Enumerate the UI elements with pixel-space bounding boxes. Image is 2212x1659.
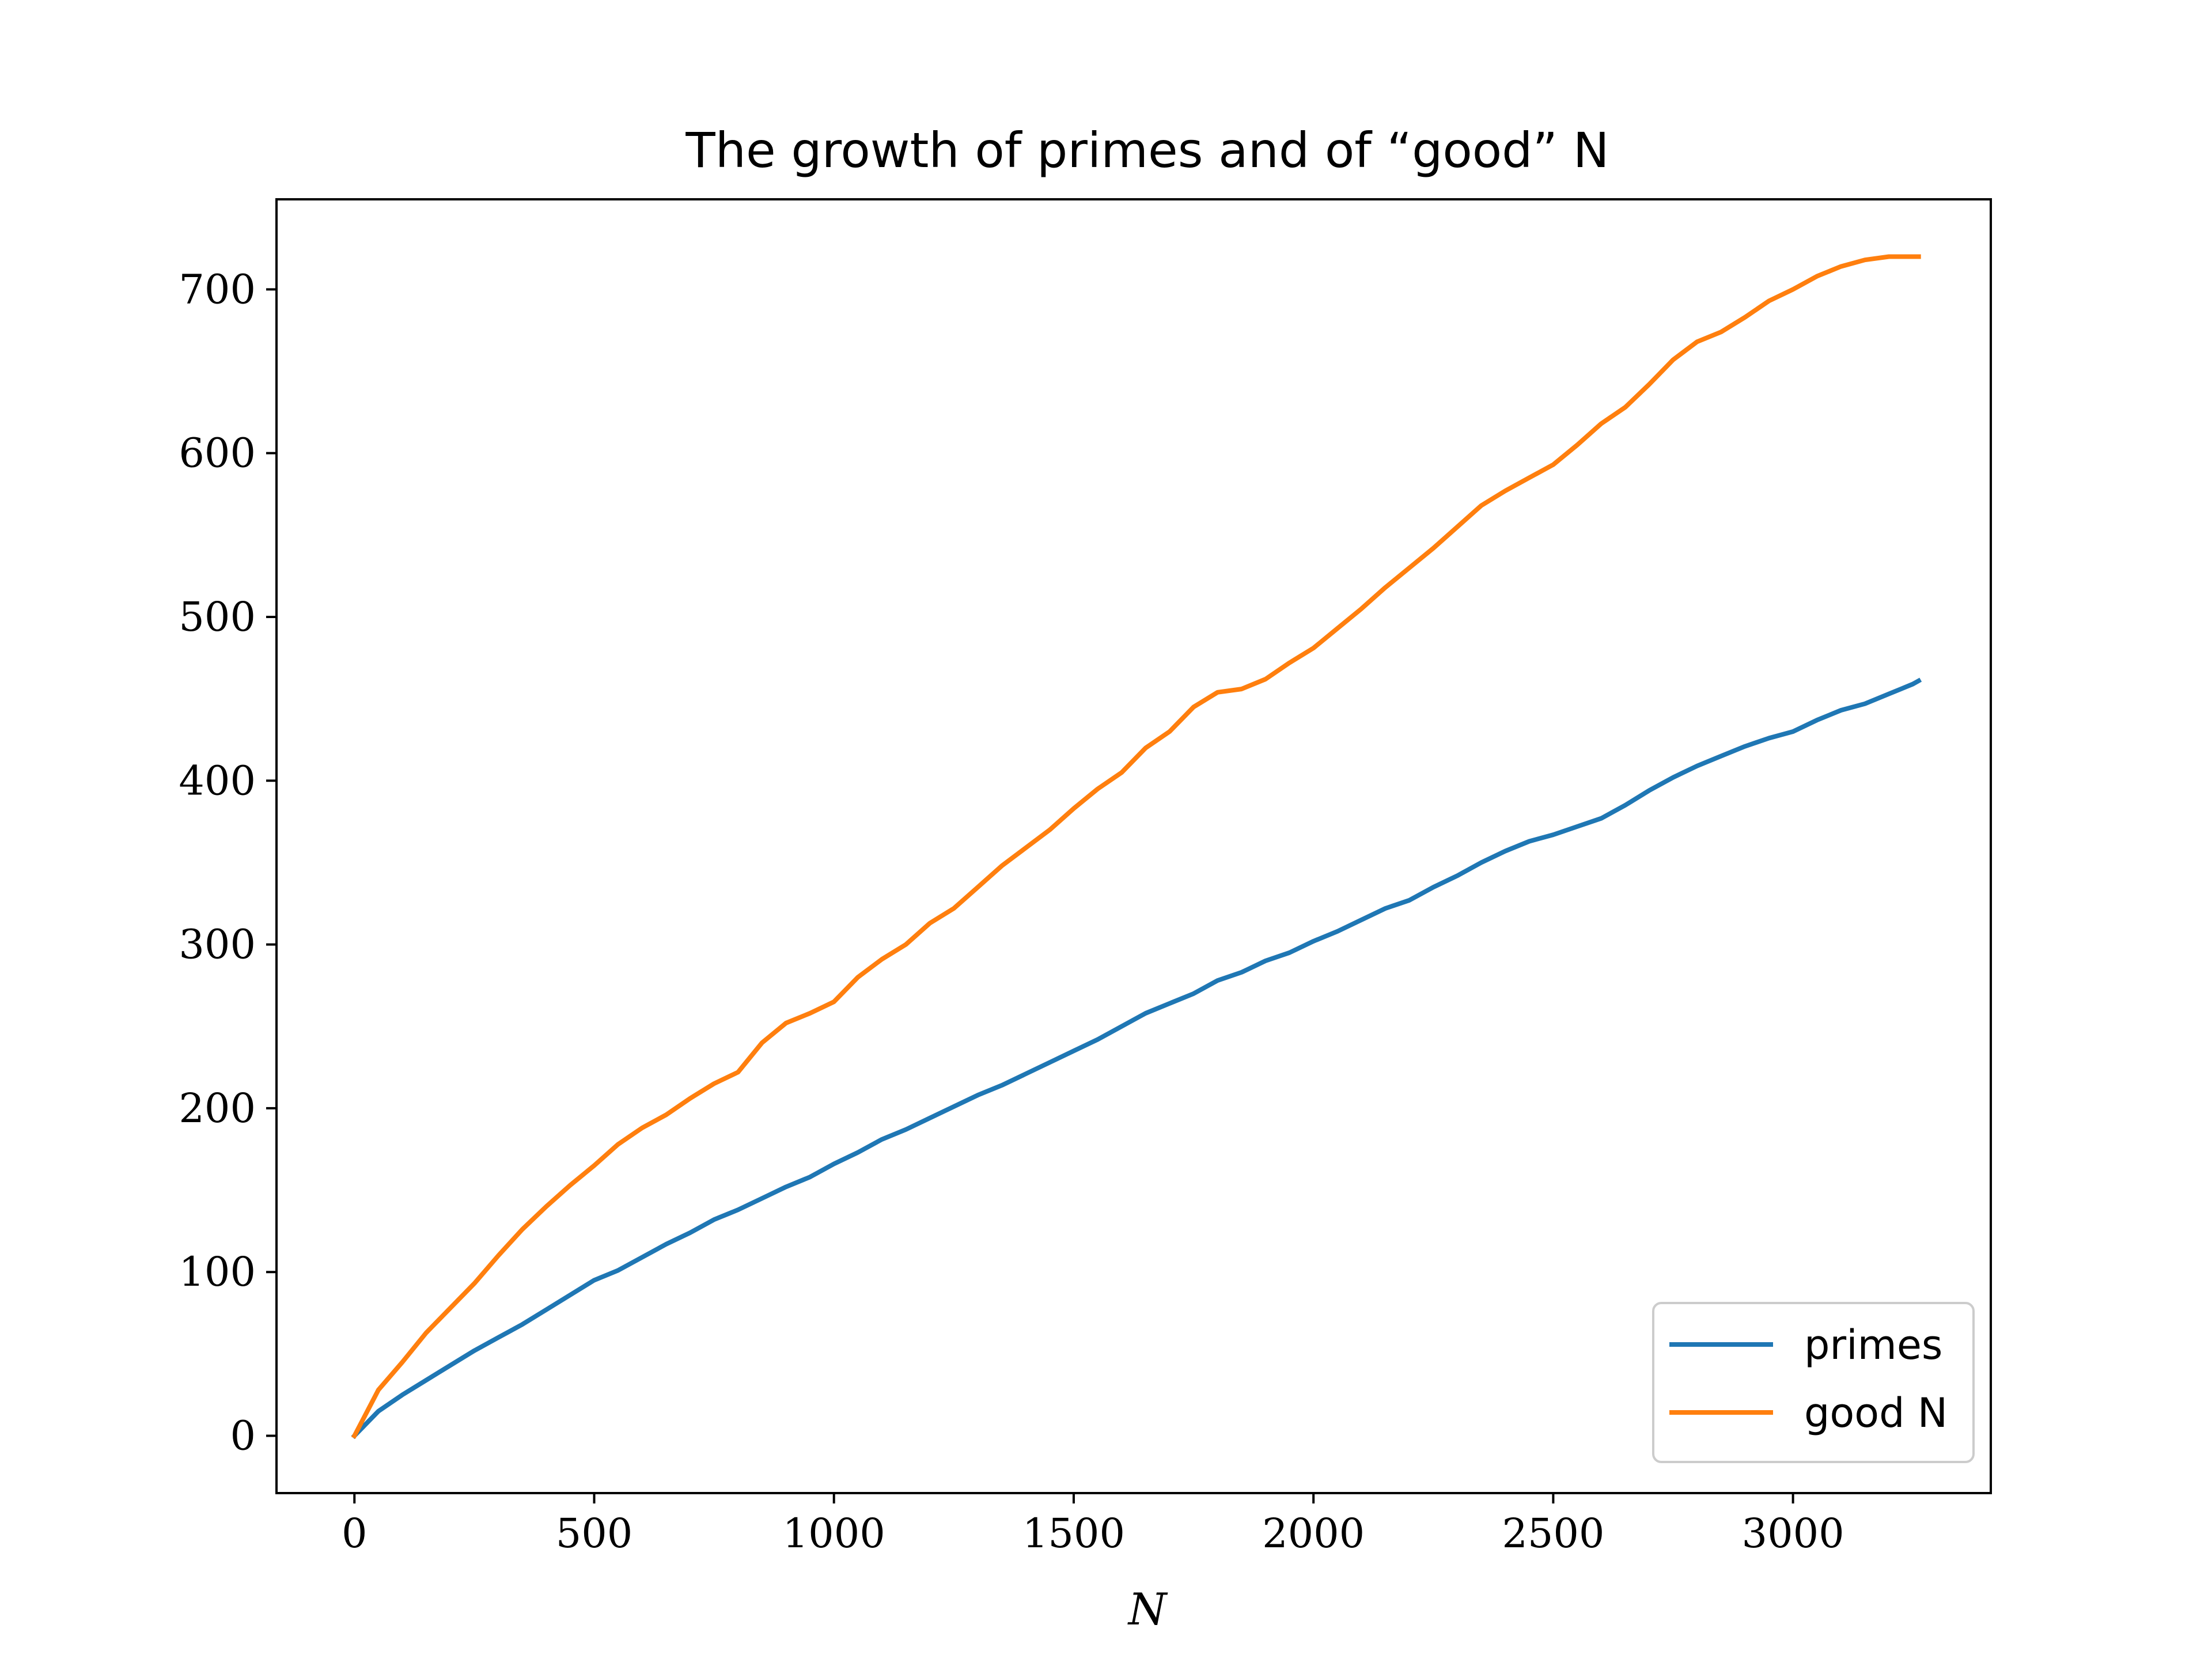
x-tick-label: 2500 <box>1502 1510 1604 1557</box>
x-tick-label: 500 <box>556 1510 633 1557</box>
x-tick-label: 1000 <box>783 1510 885 1557</box>
y-tick-label: 600 <box>179 430 256 477</box>
y-tick-label: 300 <box>179 921 256 968</box>
x-tick-label: 1500 <box>1022 1510 1125 1557</box>
y-tick-label: 0 <box>230 1412 256 1459</box>
plot-area <box>351 254 1922 1440</box>
y-axis: 0 100 200 300 400 500 600 700 <box>179 266 276 1459</box>
x-axis: 0 500 1000 1500 2000 2500 3000 <box>342 1493 1844 1557</box>
x-tick-label: 3000 <box>1742 1510 1844 1557</box>
x-tick-label: 0 <box>342 1510 368 1557</box>
y-tick-label: 700 <box>179 266 256 313</box>
y-tick-label: 500 <box>179 593 256 641</box>
x-axis-label: N <box>1127 1584 1168 1635</box>
legend: primes good N <box>1652 1302 1975 1463</box>
y-tick-label: 100 <box>179 1248 256 1296</box>
chart-title: The growth of primes and of “good” N <box>685 122 1609 179</box>
axes-frame <box>275 198 1992 1494</box>
y-tick-label: 400 <box>179 757 256 804</box>
legend-label-0: primes <box>1804 1321 1942 1369</box>
x-tick-label: 2000 <box>1262 1510 1365 1557</box>
series-line-0 <box>351 677 1922 1440</box>
legend-label-1: good N <box>1804 1389 1948 1437</box>
y-tick-label: 200 <box>179 1085 256 1132</box>
series-line-1 <box>351 254 1921 1439</box>
